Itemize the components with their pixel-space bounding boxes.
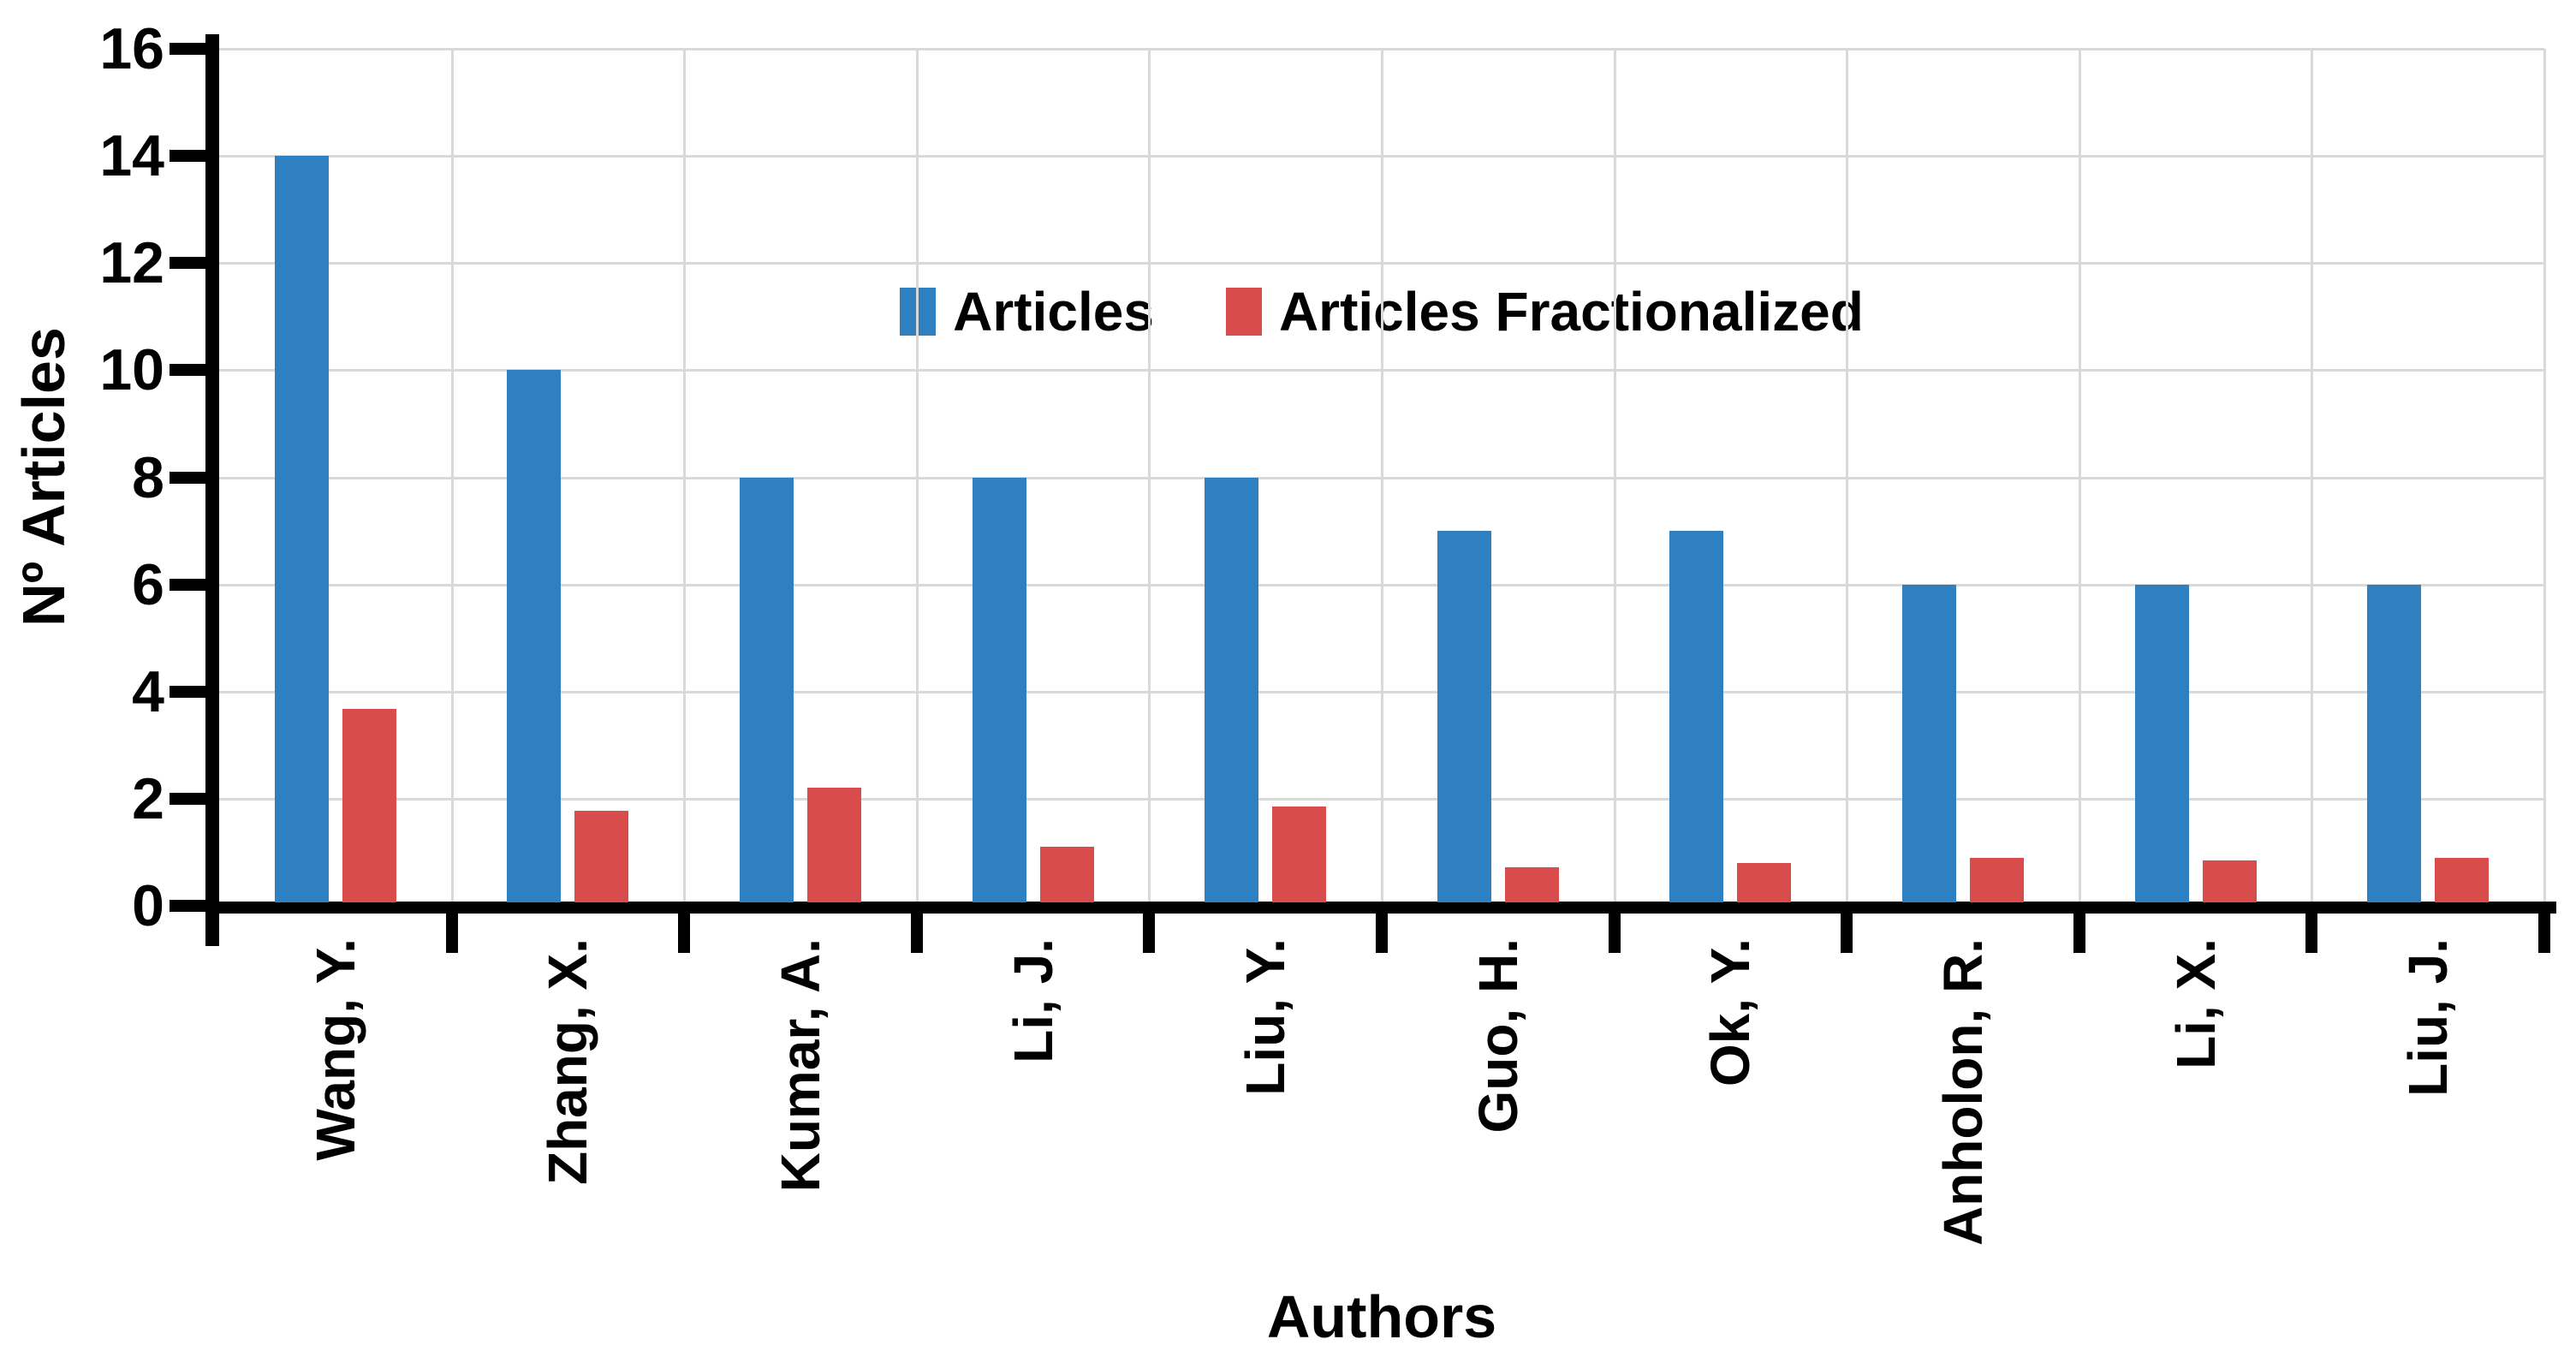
x-category-label: Ok, Y. [1699, 938, 1762, 1087]
articles-bar [1669, 531, 1724, 902]
y-axis-tick [170, 685, 207, 698]
articles-bar [1902, 584, 1956, 902]
x-category-label: Liu, Y. [1234, 938, 1297, 1096]
legend: Articles Articles Fractionalized [219, 279, 2544, 344]
gridline-vertical [1613, 49, 1616, 906]
x-axis-tick [2305, 914, 2318, 953]
x-category-label-wrap: Guo, H. [1382, 938, 1615, 1298]
articles-bar [1205, 477, 1259, 902]
gridline-vertical [2543, 49, 2546, 906]
y-tick-label: 10 [99, 337, 164, 403]
x-category-label: Li, J. [1002, 938, 1064, 1063]
articles-fractionalized-bar [342, 709, 396, 902]
x-category-label: Li, X. [2164, 938, 2227, 1069]
articles-fractionalized-bar [1970, 857, 2024, 902]
y-tick-label: 6 [132, 551, 164, 617]
x-category-label-wrap: Ok, Y. [1615, 938, 1847, 1298]
articles-fractionalized-bar [2435, 857, 2490, 902]
articles-fractionalized-bar [1272, 807, 1327, 902]
x-category-label-wrap: Li, X. [2079, 938, 2312, 1298]
articles-fractionalized-bar [574, 810, 629, 902]
x-category-label-wrap: Li, J. [917, 938, 1150, 1298]
legend-item: Articles Fractionalized [1225, 280, 1864, 343]
y-axis-tick [170, 43, 207, 55]
articles-bar [972, 477, 1026, 902]
y-tick-label: 4 [132, 658, 164, 724]
gridline-vertical [683, 49, 687, 906]
articles-bar [2134, 584, 2189, 902]
y-axis-tick [170, 364, 207, 377]
x-category-label: Wang, Y. [304, 938, 366, 1161]
articles-fractionalized-bar [1504, 866, 1559, 902]
x-axis-tick [1376, 914, 1388, 953]
x-axis-tick [910, 914, 923, 953]
x-category-label-wrap: Kumar, A. [684, 938, 917, 1298]
y-tick-label: 14 [99, 123, 164, 189]
y-axis-tick [170, 150, 207, 163]
gridline-vertical [915, 49, 919, 906]
articles-bar [2367, 584, 2422, 902]
gridline-vertical [1381, 49, 1383, 906]
y-axis-tick [170, 578, 207, 591]
x-axis-tick [1608, 914, 1621, 953]
legend-swatch-red [1225, 288, 1262, 336]
y-tick-label: 8 [132, 444, 164, 510]
x-axis-line [205, 902, 2556, 914]
x-category-label: Liu, J. [2397, 938, 2460, 1097]
y-axis-tick [170, 900, 207, 912]
gridline-vertical [2311, 49, 2314, 906]
x-axis-tick [2538, 914, 2550, 953]
x-category-label: Kumar, A. [769, 938, 831, 1193]
articles-fractionalized-bar [1039, 847, 1094, 902]
x-category-label: Guo, H. [1466, 938, 1529, 1134]
x-axis-tick [445, 914, 458, 953]
gridline-vertical [1148, 49, 1151, 906]
y-tick-label: 2 [132, 765, 164, 831]
x-category-label: Anholon, R. [1931, 938, 1994, 1247]
articles-fractionalized-bar [2202, 860, 2257, 902]
legend-label: Articles [953, 281, 1154, 342]
articles-fractionalized-bar [807, 788, 861, 902]
y-tick-label: 0 [132, 873, 164, 938]
x-category-label: Zhang, X. [537, 938, 599, 1185]
y-axis-tick [170, 792, 207, 805]
articles-bar [1437, 531, 1491, 902]
gridline-vertical [1846, 49, 1849, 906]
articles-bar [507, 370, 562, 902]
legend-label: Articles Fractionalized [1278, 281, 1864, 342]
x-axis-tick [1841, 914, 1853, 953]
gridline-vertical [450, 49, 454, 906]
x-category-label-wrap: Wang, Y. [219, 938, 452, 1298]
x-axis-title: Authors [1266, 1283, 1497, 1350]
y-axis-tick [170, 471, 207, 484]
x-category-label-wrap: Liu, J. [2311, 938, 2544, 1298]
y-axis-line [205, 34, 219, 946]
x-axis-tick [678, 914, 691, 953]
articles-bar [274, 156, 329, 902]
legend-item: Articles [900, 280, 1154, 343]
x-category-label-wrap: Zhang, X. [452, 938, 685, 1298]
articles-bar [740, 477, 794, 902]
articles-fractionalized-bar [1737, 862, 1792, 902]
x-category-label-wrap: Anholon, R. [1847, 938, 2079, 1298]
gridline-vertical [2078, 49, 2081, 906]
x-axis-tick [1143, 914, 1156, 953]
x-category-label-wrap: Liu, Y. [1149, 938, 1382, 1298]
y-tick-label: 12 [99, 230, 164, 296]
y-axis-tick [170, 257, 207, 270]
x-axis-tick [2073, 914, 2085, 953]
y-tick-label: 16 [99, 16, 164, 81]
